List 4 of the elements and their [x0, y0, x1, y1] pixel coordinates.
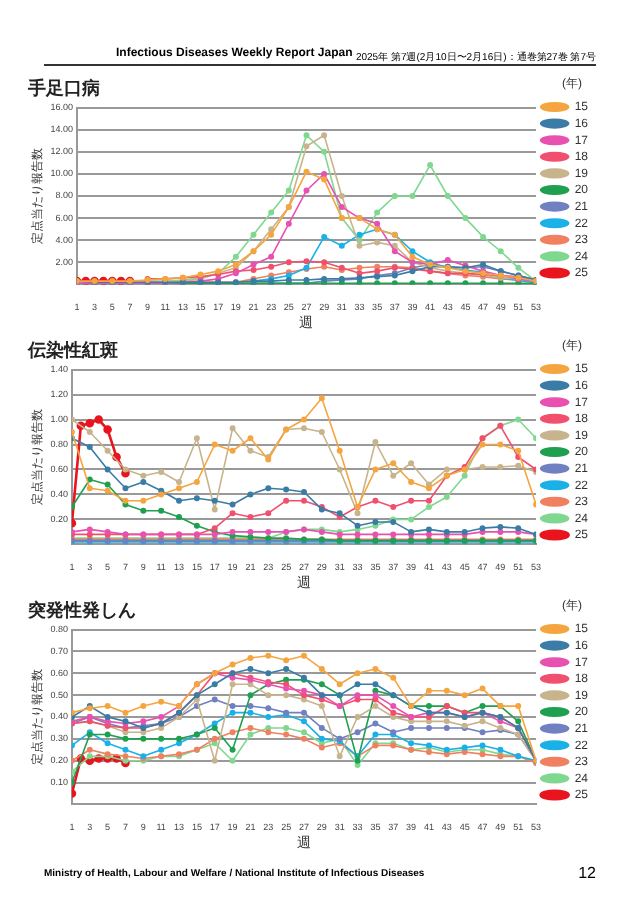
chart-title: 突発性発しん: [26, 599, 136, 620]
chart-title: 手足口病: [26, 77, 100, 98]
chart-title: 伝染性紅斑: [26, 339, 118, 360]
text: 12: [578, 864, 596, 882]
